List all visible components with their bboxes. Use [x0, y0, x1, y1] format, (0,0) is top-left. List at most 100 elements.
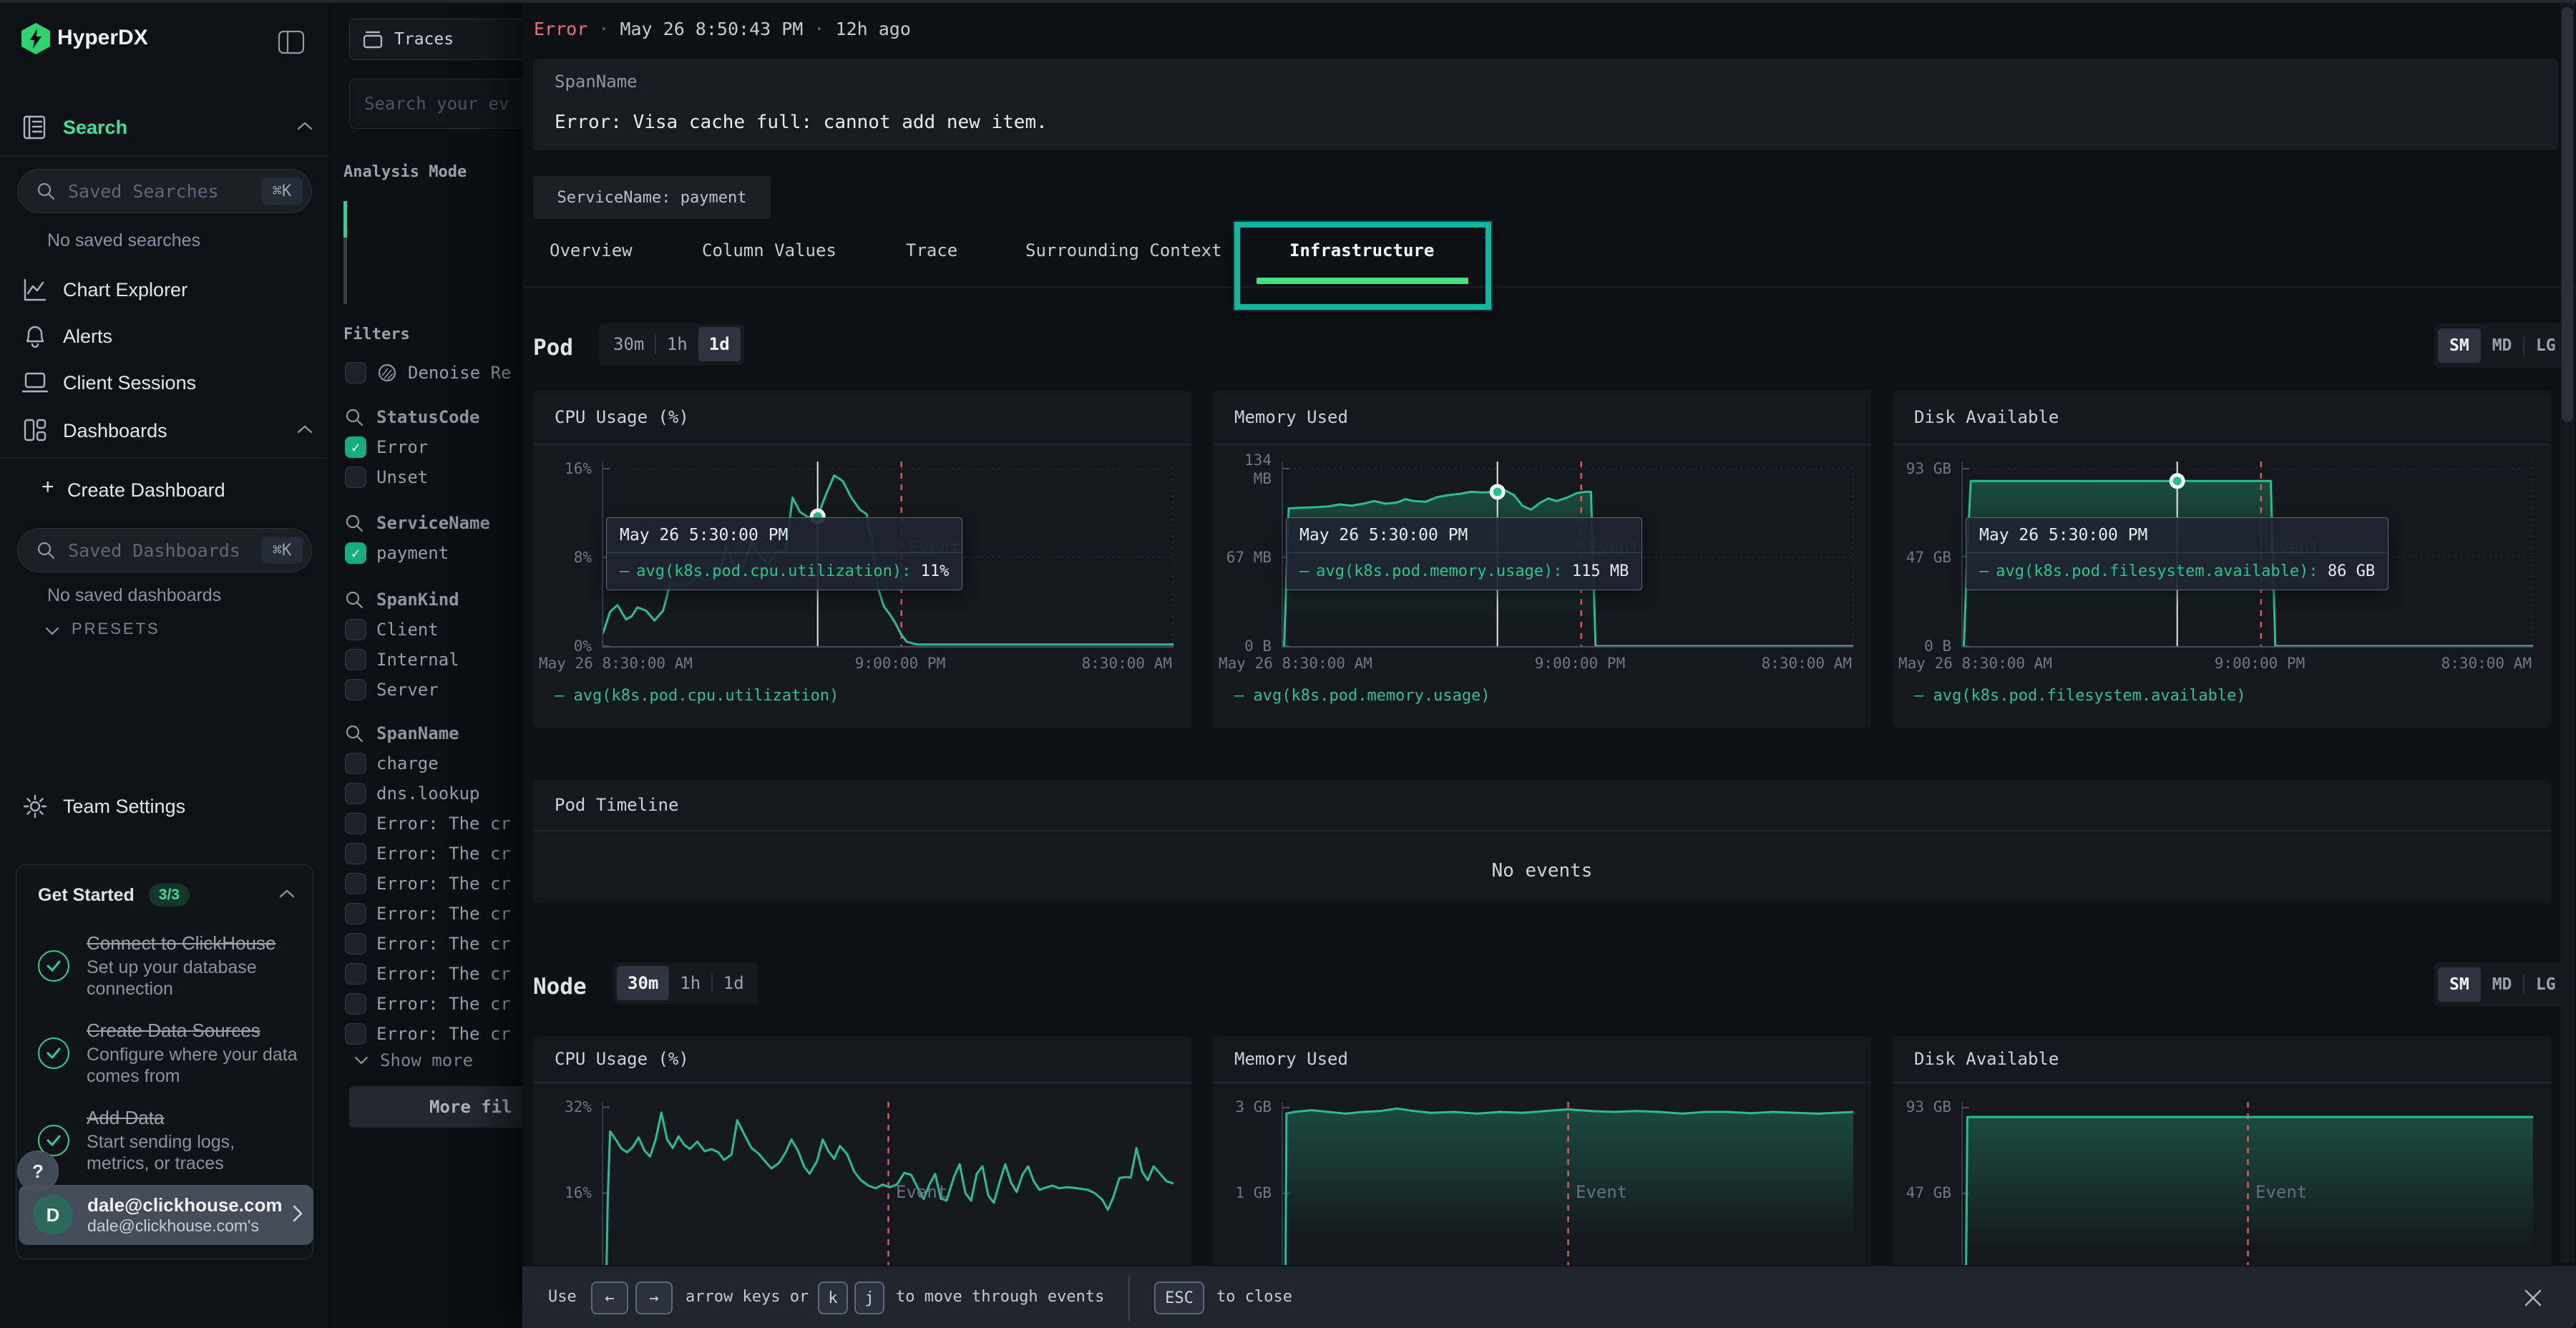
no-events-text: No events	[533, 860, 2551, 882]
y-tick: 3 GB	[1213, 1098, 1272, 1116]
node-range-1h[interactable]: 1h	[669, 966, 711, 1000]
filters-label: Filters	[343, 326, 410, 343]
separator: ·	[814, 19, 824, 39]
filter-option-row[interactable]: Error: The cr	[345, 839, 531, 869]
filter-group-name: SpanKind	[376, 590, 459, 610]
sidebar-item-dashboards[interactable]: Dashboards	[63, 417, 167, 444]
filter-checkbox[interactable]	[345, 436, 366, 458]
filter-checkbox[interactable]	[345, 783, 366, 804]
get-started-step[interactable]: Connect to ClickHouseSet up your databas…	[38, 932, 313, 1000]
pod-timeline-card: Pod Timeline No events	[533, 780, 2551, 903]
filter-option-label: Server	[376, 680, 439, 700]
filter-option-row[interactable]: payment	[345, 538, 531, 568]
no-saved-searches-text: No saved searches	[47, 230, 200, 251]
pod-range-1d[interactable]: 1d	[698, 327, 741, 361]
scrollbar-track[interactable]	[2560, 3, 2575, 1262]
step-desc: Set up your database connection	[87, 957, 301, 1000]
node-range-1d[interactable]: 1d	[713, 966, 755, 1000]
filter-checkbox[interactable]	[345, 843, 366, 864]
presets-label[interactable]: PRESETS	[72, 620, 160, 638]
filter-checkbox[interactable]	[345, 1023, 366, 1045]
pod-size-md[interactable]: MD	[2481, 328, 2524, 363]
series-dash-icon: —	[1979, 562, 1989, 580]
filter-checkbox[interactable]	[345, 813, 366, 834]
node-time-range-group: 30m 1h 1d	[613, 962, 758, 1004]
filter-option-row[interactable]: Error	[345, 432, 531, 462]
service-name-tag[interactable]: ServiceName: payment	[533, 176, 771, 219]
event-age: 12h ago	[836, 19, 911, 39]
sidebar-item-chart-explorer[interactable]: Chart Explorer	[63, 276, 187, 303]
filter-group-name: ServiceName	[376, 513, 490, 533]
filter-checkbox[interactable]	[345, 903, 366, 924]
chevron-down-icon[interactable]	[44, 625, 60, 639]
saved-dashboards-input[interactable]: Saved Dashboards ⌘K	[17, 528, 312, 572]
pod-size-sm[interactable]: SM	[2438, 328, 2481, 363]
tab-surrounding-context[interactable]: Surrounding Context	[1025, 236, 1222, 265]
user-account-chip[interactable]: D dale@clickhouse.com dale@clickhouse.co…	[19, 1185, 313, 1245]
filter-checkbox[interactable]	[345, 873, 366, 894]
filter-option-row[interactable]: Error: The cr	[345, 1019, 531, 1049]
tab-overview[interactable]: Overview	[550, 236, 633, 265]
collapse-sidebar-icon[interactable]	[278, 30, 305, 57]
filter-group-header[interactable]: SpanKind	[345, 585, 531, 615]
node-range-30m[interactable]: 30m	[617, 966, 669, 1000]
filter-checkbox[interactable]	[345, 993, 366, 1015]
close-icon[interactable]	[2519, 1284, 2547, 1315]
pod-range-1h[interactable]: 1h	[656, 327, 698, 361]
filter-option-row[interactable]: Error: The cr	[345, 989, 531, 1019]
scrollbar-thumb[interactable]	[2562, 7, 2573, 422]
filter-checkbox[interactable]	[345, 542, 366, 564]
filter-option-row[interactable]: Error: The cr	[345, 929, 531, 959]
create-dashboard-button[interactable]: Create Dashboard	[67, 477, 225, 504]
filter-option-row[interactable]: charge	[345, 748, 531, 778]
pod-time-range-group: 30m 1h 1d	[599, 323, 744, 365]
filter-option-row[interactable]: Server	[345, 675, 531, 705]
filter-option-row[interactable]: Unset	[345, 462, 531, 492]
filter-option-row[interactable]: Error: The cr	[345, 809, 531, 839]
filter-option-label: Error: The cr	[376, 934, 511, 954]
get-started-step[interactable]: Add DataStart sending logs, metrics, or …	[38, 1107, 313, 1174]
tab-infrastructure[interactable]: Infrastructure	[1289, 236, 1434, 265]
search-icon	[345, 408, 364, 426]
y-tick: 93 GB	[1893, 459, 1951, 478]
node-size-md[interactable]: MD	[2481, 967, 2524, 1002]
denoise-results-row[interactable]: Denoise Re	[345, 358, 512, 388]
sidebar-item-client-sessions[interactable]: Client Sessions	[63, 369, 196, 396]
saved-searches-input[interactable]: Saved Searches ⌘K	[17, 169, 312, 213]
filter-checkbox[interactable]	[345, 753, 366, 774]
denoise-checkbox[interactable]	[345, 362, 366, 384]
node-size-sm[interactable]: SM	[2438, 967, 2481, 1002]
event-search-input[interactable]: Search your ev	[349, 79, 532, 129]
sidebar-item-team-settings[interactable]: Team Settings	[63, 793, 185, 820]
filter-group-header[interactable]: StatusCode	[345, 402, 531, 432]
search-icon	[345, 724, 364, 743]
filter-option-row[interactable]: dns.lookup	[345, 778, 531, 809]
source-select[interactable]: Traces	[349, 19, 532, 60]
pod-range-30m[interactable]: 30m	[602, 327, 655, 361]
filter-group-header[interactable]: SpanName	[345, 718, 531, 748]
filter-checkbox[interactable]	[345, 649, 366, 670]
y-tick: 32%	[533, 1098, 592, 1116]
sidebar-item-search[interactable]: Search	[63, 114, 127, 140]
filter-option-row[interactable]: Error: The cr	[345, 959, 531, 989]
filter-checkbox[interactable]	[345, 467, 366, 488]
filter-checkbox[interactable]	[345, 933, 366, 954]
sidebar-item-alerts[interactable]: Alerts	[63, 323, 112, 350]
filter-checkbox[interactable]	[345, 619, 366, 640]
filter-checkbox[interactable]	[345, 963, 366, 985]
filter-option-row[interactable]: Client	[345, 615, 531, 645]
get-started-step[interactable]: Create Data SourcesConfigure where your …	[38, 1020, 313, 1087]
chevron-up-icon[interactable]	[296, 120, 313, 135]
chevron-up-icon[interactable]	[278, 888, 296, 902]
filter-checkbox[interactable]	[345, 679, 366, 700]
filter-option-row[interactable]: Error: The cr	[345, 899, 531, 929]
tab-column-values[interactable]: Column Values	[702, 236, 836, 265]
chevron-up-icon[interactable]	[296, 424, 313, 438]
filter-option-label: payment	[376, 543, 449, 563]
filter-option-row[interactable]: Internal	[345, 645, 531, 675]
tab-trace[interactable]: Trace	[906, 236, 957, 265]
separator: ·	[598, 19, 609, 39]
show-more-button[interactable]: Show more	[354, 1045, 473, 1075]
filter-option-row[interactable]: Error: The cr	[345, 869, 531, 899]
filter-group-header[interactable]: ServiceName	[345, 508, 531, 538]
